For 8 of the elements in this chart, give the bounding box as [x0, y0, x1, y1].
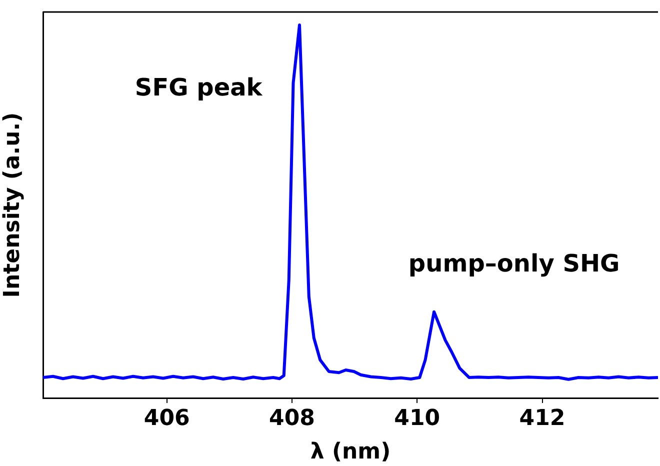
annotation: pump–only SHG: [408, 249, 620, 278]
x-tick-label: 410: [394, 406, 440, 431]
x-axis-title: λ (nm): [310, 440, 391, 465]
x-tick-label: 408: [269, 406, 315, 431]
x-tick-label: 406: [144, 406, 190, 431]
annotation: SFG peak: [134, 73, 264, 102]
x-tick-label: 412: [519, 406, 566, 431]
y-axis-title: Intensity (a.u.): [0, 112, 25, 298]
